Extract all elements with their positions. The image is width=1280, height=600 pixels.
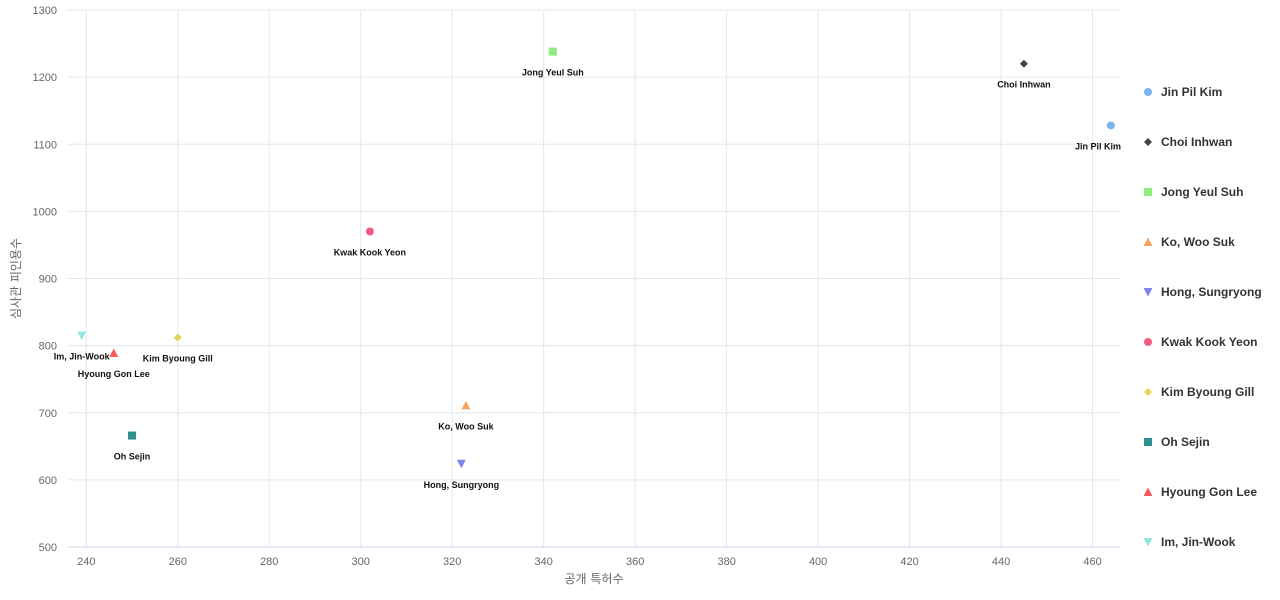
y-tick-label: 1300 bbox=[33, 5, 57, 17]
data-points bbox=[77, 47, 1115, 469]
legend-item[interactable]: Choi Inhwan bbox=[1144, 135, 1232, 149]
y-tick-label: 800 bbox=[39, 341, 57, 353]
y-tick-label: 1100 bbox=[33, 139, 57, 151]
y-tick-label: 900 bbox=[39, 274, 57, 286]
legend-symbol bbox=[1144, 338, 1152, 346]
data-label: Im, Jin-Wook bbox=[54, 352, 111, 362]
data-label: Ko, Woo Suk bbox=[438, 421, 494, 431]
y-tick-label: 500 bbox=[39, 542, 57, 554]
legend-item[interactable]: Ko, Woo Suk bbox=[1143, 235, 1236, 249]
data-label: Hyoung Gon Lee bbox=[78, 369, 150, 379]
grid-lines bbox=[68, 9, 1120, 548]
x-tick-label: 260 bbox=[169, 556, 187, 568]
data-point bbox=[109, 348, 119, 358]
legend: Jin Pil Kim Choi Inhwan Jong Yeul Suh Ko, W… bbox=[1143, 85, 1262, 549]
data-point bbox=[456, 459, 466, 469]
legend-item[interactable]: Hyoung Gon Lee bbox=[1143, 485, 1258, 499]
legend-label: Ko, Woo Suk bbox=[1161, 235, 1235, 249]
legend-symbol bbox=[1144, 88, 1152, 96]
data-label: Hong, Sungryong bbox=[424, 480, 500, 490]
legend-label: Choi Inhwan bbox=[1161, 135, 1232, 149]
legend-symbol bbox=[1144, 388, 1152, 396]
y-tick-label: 1000 bbox=[33, 206, 57, 218]
x-tick-label: 380 bbox=[717, 556, 735, 568]
x-tick-label: 400 bbox=[809, 556, 827, 568]
legend-symbol bbox=[1144, 438, 1152, 446]
x-tick-label: 340 bbox=[535, 556, 553, 568]
data-point bbox=[77, 331, 87, 341]
data-point bbox=[1019, 59, 1028, 68]
x-axis-title: 공개 특허수 bbox=[564, 572, 623, 586]
x-tick-label: 320 bbox=[443, 556, 461, 568]
x-tick-label: 360 bbox=[626, 556, 644, 568]
data-label: Jong Yeul Suh bbox=[522, 68, 584, 78]
legend-item[interactable]: Im, Jin-Wook bbox=[1143, 535, 1236, 549]
data-label: Oh Sejin bbox=[114, 452, 151, 462]
x-tick-label: 240 bbox=[77, 556, 95, 568]
axes: 500 600 700 800 900 1000 1100 1200 1300 240 260 280… bbox=[33, 5, 1120, 568]
x-tick-label: 440 bbox=[992, 556, 1010, 568]
legend-label: Hyoung Gon Lee bbox=[1161, 485, 1257, 499]
data-label: Kwak Kook Yeon bbox=[334, 248, 406, 258]
legend-label: Oh Sejin bbox=[1161, 435, 1210, 449]
legend-label: Jin Pil Kim bbox=[1161, 85, 1222, 99]
data-point bbox=[173, 333, 182, 342]
data-point bbox=[461, 400, 471, 410]
data-point bbox=[128, 431, 137, 440]
y-tick-label: 700 bbox=[39, 408, 57, 420]
data-point bbox=[1106, 121, 1115, 130]
x-tick-label: 300 bbox=[352, 556, 370, 568]
data-label: Kim Byoung Gill bbox=[143, 354, 213, 364]
legend-item[interactable]: Kwak Kook Yeon bbox=[1144, 335, 1257, 349]
data-point bbox=[548, 47, 557, 56]
legend-symbol bbox=[1143, 288, 1153, 297]
data-label: Choi Inhwan bbox=[997, 80, 1051, 90]
legend-symbol bbox=[1143, 487, 1153, 496]
y-tick-label: 1200 bbox=[33, 72, 57, 84]
data-labels: Jin Pil Kim Choi Inhwan Jong Yeul Suh Ko, W… bbox=[54, 68, 1121, 490]
legend-symbol bbox=[1144, 138, 1152, 146]
x-tick-label: 460 bbox=[1083, 556, 1101, 568]
legend-symbol bbox=[1143, 237, 1153, 246]
legend-item[interactable]: Jong Yeul Suh bbox=[1144, 185, 1243, 199]
y-axis-title: 심사관 피인용수 bbox=[9, 238, 23, 319]
legend-symbol bbox=[1144, 188, 1152, 196]
legend-item[interactable]: Jin Pil Kim bbox=[1144, 85, 1222, 99]
legend-label: Kim Byoung Gill bbox=[1161, 385, 1254, 399]
legend-item[interactable]: Kim Byoung Gill bbox=[1144, 385, 1254, 399]
legend-label: Im, Jin-Wook bbox=[1161, 535, 1236, 549]
legend-symbol bbox=[1143, 538, 1153, 547]
x-tick-label: 280 bbox=[260, 556, 278, 568]
legend-label: Hong, Sungryong bbox=[1161, 285, 1262, 299]
legend-item[interactable]: Hong, Sungryong bbox=[1143, 285, 1262, 299]
data-label: Jin Pil Kim bbox=[1075, 141, 1121, 151]
legend-label: Jong Yeul Suh bbox=[1161, 185, 1243, 199]
x-tick-label: 420 bbox=[900, 556, 918, 568]
y-tick-label: 600 bbox=[39, 475, 57, 487]
legend-item[interactable]: Oh Sejin bbox=[1144, 435, 1210, 449]
legend-label: Kwak Kook Yeon bbox=[1161, 335, 1257, 349]
data-point bbox=[365, 227, 374, 236]
